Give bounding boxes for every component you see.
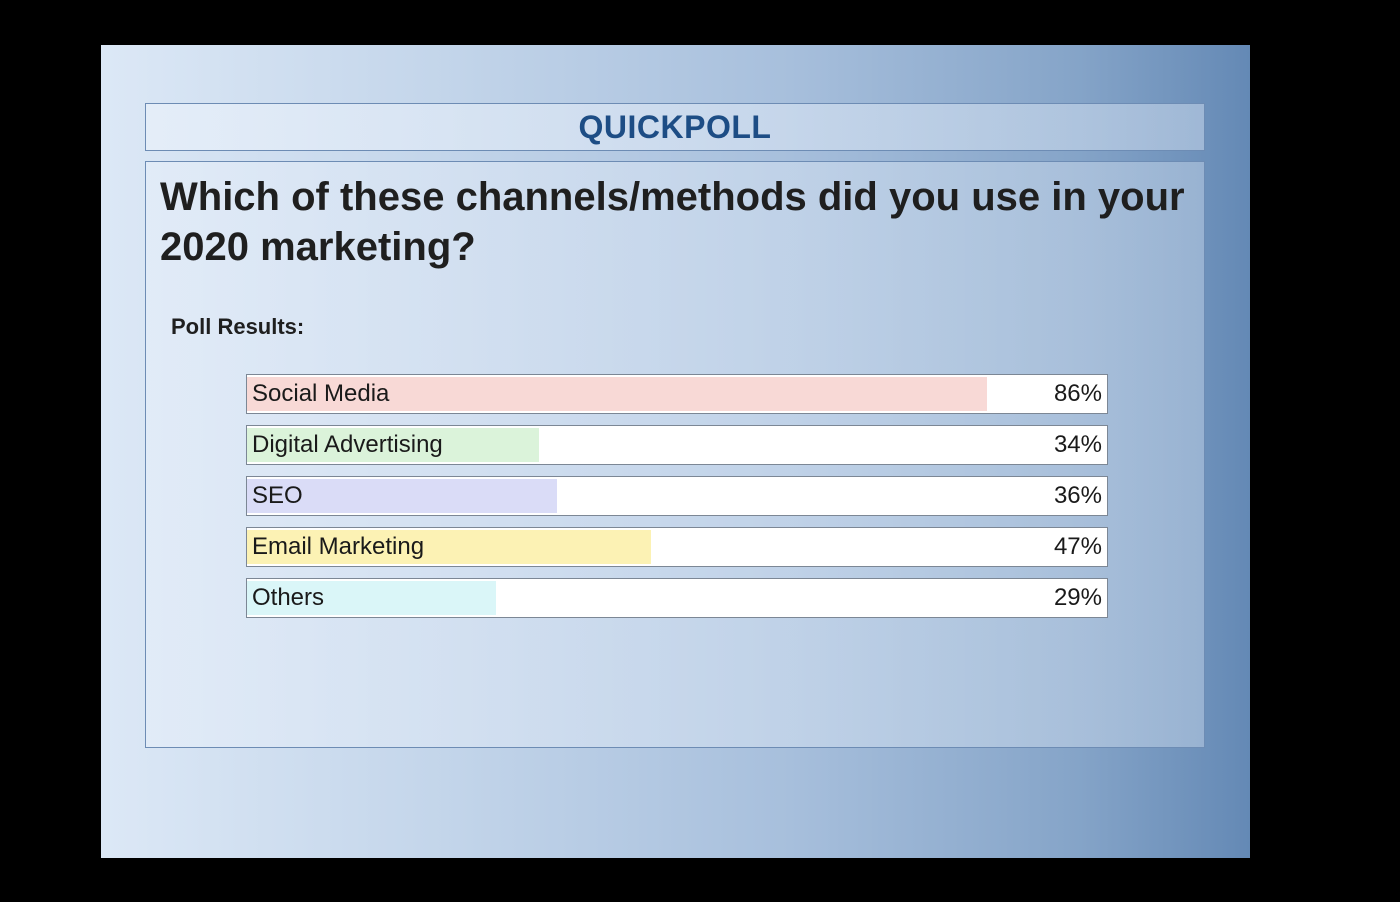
result-bar-fill [247, 581, 497, 615]
poll-header: QUICKPOLL [145, 103, 1205, 151]
poll-question: Which of these channels/methods did you … [160, 175, 1185, 269]
option-label: Others [252, 584, 325, 611]
option-label: Social Media [252, 380, 390, 407]
result-bar-fill [247, 530, 652, 564]
poll-option-email-marketing: Email Marketing 47% [246, 527, 1108, 567]
poll-option-social-media: Social Media 86% [246, 374, 1108, 414]
option-percent: 29% [1053, 584, 1102, 611]
result-bar-fill [247, 479, 557, 513]
poll-option-seo: SEO 36% [246, 476, 1108, 516]
result-bar-fill [247, 377, 987, 411]
option-percent: 34% [1053, 431, 1102, 458]
option-percent: 86% [1053, 380, 1102, 407]
poll-option-others: Others 29% [246, 578, 1108, 618]
poll-slide: QUICKPOLL Which of these channels/method… [101, 45, 1250, 858]
poll-results-list: Social Media 86% Digital Advertising 34%… [246, 374, 1108, 629]
poll-option-digital-advertising: Digital Advertising 34% [246, 425, 1108, 465]
results-label: Poll Results: [171, 314, 305, 339]
option-label: SEO [252, 482, 303, 509]
option-percent: 47% [1053, 533, 1102, 560]
result-bar-fill [247, 428, 540, 462]
poll-panel: Which of these channels/methods did you … [145, 161, 1205, 748]
option-label: Email Marketing [252, 533, 425, 560]
option-percent: 36% [1053, 482, 1102, 509]
option-label: Digital Advertising [252, 431, 443, 458]
poll-title: QUICKPOLL [578, 108, 772, 145]
